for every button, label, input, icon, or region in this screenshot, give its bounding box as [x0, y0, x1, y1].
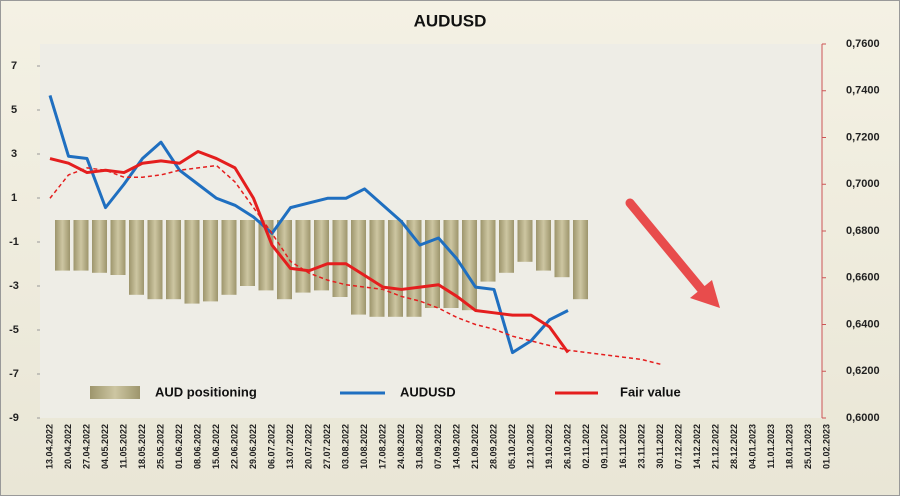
bar — [147, 220, 163, 300]
y-tick-label: -5 — [9, 324, 19, 336]
bar — [110, 220, 126, 275]
x-tick-label: 01.02.2023 — [821, 424, 831, 469]
y2-tick-label: 0,7600 — [846, 38, 880, 50]
x-tick-label: 03.08.2022 — [340, 424, 350, 469]
x-tick-label: 18.05.2022 — [137, 424, 147, 469]
bar — [73, 220, 89, 271]
x-tick-label: 11.05.2022 — [118, 424, 128, 469]
x-tick-label: 06.07.2022 — [266, 424, 276, 469]
bar — [536, 220, 551, 271]
bar — [332, 220, 348, 297]
y2-tick-label: 0,6400 — [846, 318, 880, 330]
bar — [425, 220, 440, 308]
x-tick-label: 18.01.2023 — [784, 424, 794, 469]
chart-title: AUDUSD — [414, 11, 487, 30]
bar — [351, 220, 366, 315]
y2-tick-label: 0,6800 — [846, 225, 880, 237]
bar — [443, 220, 459, 308]
x-tick-label: 17.08.2022 — [377, 424, 387, 469]
x-tick-label: 05.10.2022 — [507, 424, 517, 469]
legend-label: Fair value — [620, 384, 681, 399]
bar — [221, 220, 237, 295]
y-tick-label: 3 — [11, 148, 17, 160]
x-tick-label: 13.04.2022 — [44, 424, 54, 469]
x-tick-label: 14.12.2022 — [692, 424, 702, 469]
y-tick-label: -1 — [9, 236, 19, 248]
bar — [517, 220, 533, 262]
x-tick-label: 20.04.2022 — [63, 424, 73, 469]
x-tick-label: 09.11.2022 — [599, 424, 609, 469]
x-tick-label: 15.06.2022 — [211, 424, 221, 469]
bar — [314, 220, 329, 291]
arrow — [625, 198, 720, 308]
bar — [573, 220, 588, 300]
x-tick-label: 20.07.2022 — [303, 424, 313, 469]
bar — [554, 220, 570, 278]
y-tick-label: 5 — [11, 104, 17, 116]
y2-tick-label: 0,7400 — [846, 85, 880, 97]
bar — [92, 220, 107, 273]
bar — [499, 220, 514, 273]
bar — [295, 220, 311, 293]
y2-tick-label: 0,6000 — [846, 412, 880, 424]
y-tick-label: -9 — [9, 412, 19, 424]
y-tick-label: 1 — [11, 192, 17, 204]
bar — [55, 220, 70, 271]
x-tick-label: 10.08.2022 — [359, 424, 369, 469]
x-tick-label: 19.10.2022 — [544, 424, 554, 469]
legend-label: AUDUSD — [400, 384, 456, 399]
x-tick-label: 04.01.2023 — [747, 424, 757, 469]
bar — [369, 220, 385, 317]
y-tick-label: 7 — [11, 60, 17, 72]
x-tick-label: 02.11.2022 — [581, 424, 591, 469]
x-tick-label: 29.06.2022 — [248, 424, 258, 469]
x-tick-label: 21.09.2022 — [470, 424, 480, 469]
bar — [406, 220, 422, 317]
legend-swatch — [90, 386, 140, 399]
x-tick-label: 26.10.2022 — [562, 424, 572, 469]
x-tick-label: 08.06.2022 — [192, 424, 202, 469]
bar — [184, 220, 200, 304]
y-tick-label: -7 — [9, 368, 19, 380]
bar — [462, 220, 477, 311]
x-tick-label: 12.10.2022 — [525, 424, 535, 469]
x-tick-label: 28.09.2022 — [488, 424, 498, 469]
x-tick-label: 27.04.2022 — [81, 424, 91, 469]
x-tick-label: 30.11.2022 — [655, 424, 665, 469]
y2-tick-label: 0,7000 — [846, 178, 880, 190]
y-tick-label: -3 — [9, 280, 19, 292]
x-tick-label: 25.05.2022 — [155, 424, 165, 469]
bar — [480, 220, 496, 282]
x-tick-label: 21.12.2022 — [710, 424, 720, 469]
x-tick-label: 27.07.2022 — [322, 424, 332, 469]
bar — [388, 220, 403, 317]
x-tick-label: 24.08.2022 — [396, 424, 406, 469]
legend-label: AUD positioning — [155, 384, 257, 399]
bar — [166, 220, 181, 300]
x-tick-label: 22.06.2022 — [229, 424, 239, 469]
x-tick-label: 04.05.2022 — [100, 424, 110, 469]
trend-line — [49, 164, 661, 365]
x-tick-label: 13.07.2022 — [285, 424, 295, 469]
bar — [240, 220, 255, 286]
x-tick-label: 07.09.2022 — [433, 424, 443, 469]
x-tick-label: 23.11.2022 — [636, 424, 646, 469]
x-tick-label: 31.08.2022 — [414, 424, 424, 469]
bar — [129, 220, 144, 295]
x-tick-label: 07.12.2022 — [673, 424, 683, 469]
x-tick-label: 16.11.2022 — [618, 424, 628, 469]
x-tick-label: 28.12.2022 — [729, 424, 739, 469]
line — [49, 150, 570, 354]
y2-tick-label: 0,6600 — [846, 272, 880, 284]
y2-tick-label: 0,6200 — [846, 365, 880, 377]
x-tick-label: 01.06.2022 — [174, 424, 184, 469]
x-tick-label: 25.01.2023 — [803, 424, 813, 469]
x-tick-label: 14.09.2022 — [451, 424, 461, 469]
bar — [203, 220, 218, 302]
y2-tick-label: 0,7200 — [846, 131, 880, 143]
x-tick-label: 11.01.2023 — [766, 424, 776, 469]
